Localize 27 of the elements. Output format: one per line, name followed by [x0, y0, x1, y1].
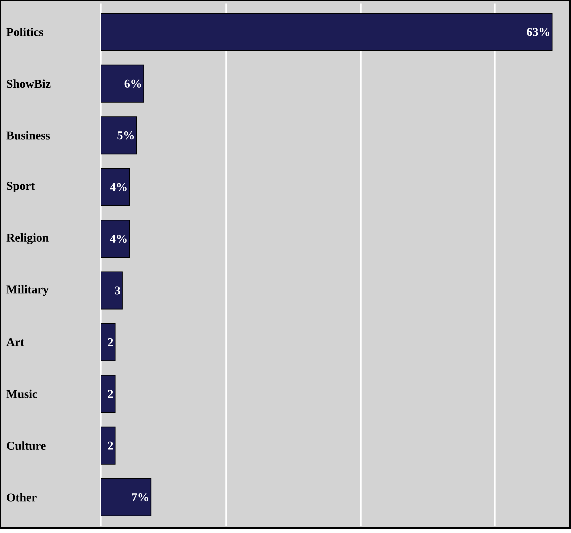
- data-label: 2: [108, 442, 114, 450]
- bar: [101, 116, 138, 155]
- data-label: 2: [108, 390, 114, 398]
- y-tick-label: ShowBiz: [7, 80, 51, 88]
- y-tick-label: Culture: [7, 442, 46, 450]
- bar: [101, 168, 130, 206]
- data-label: 2: [108, 338, 114, 346]
- bar: [101, 220, 130, 258]
- bar: [101, 13, 553, 52]
- y-tick-label: Religion: [6, 234, 49, 245]
- y-tick-label: Politics: [6, 28, 44, 36]
- data-label: 6%: [124, 80, 142, 88]
- y-tick-label: Art: [6, 338, 24, 347]
- y-tick-label: Business: [6, 131, 50, 140]
- data-label: 7%: [132, 494, 148, 502]
- data-label: 5%: [118, 132, 134, 140]
- bar: [101, 272, 123, 310]
- data-label: 4%: [110, 235, 127, 244]
- y-tick-label: Sport: [7, 182, 36, 193]
- bar: [101, 478, 152, 517]
- y-tick-label: Other: [7, 493, 37, 502]
- y-tick-label: Music: [6, 390, 38, 398]
- data-label: 63%: [527, 28, 550, 36]
- y-tick-label: Military: [6, 285, 49, 296]
- data-label: 3: [115, 286, 120, 295]
- bar: [101, 64, 144, 104]
- data-label: 4%: [110, 183, 127, 192]
